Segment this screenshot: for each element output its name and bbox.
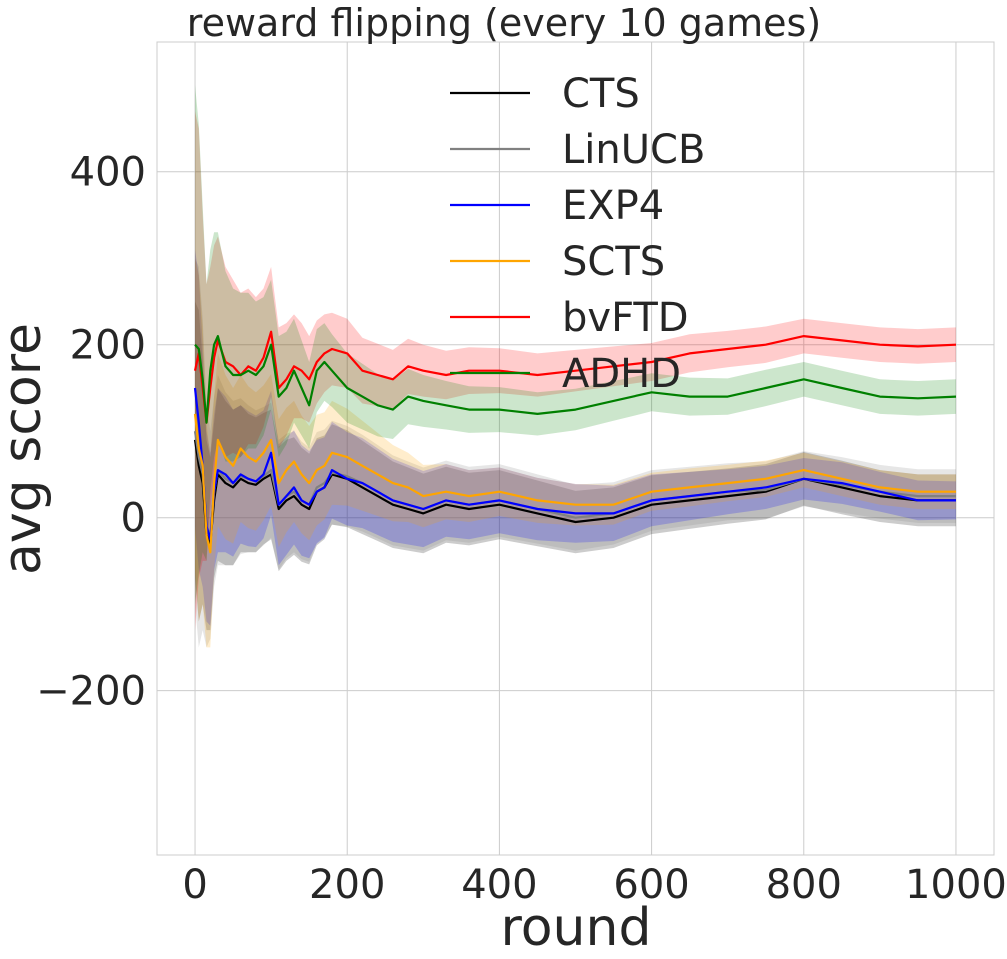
y-tick-label: 400 bbox=[70, 150, 146, 196]
x-tick-label: 600 bbox=[613, 862, 689, 908]
scts-band bbox=[195, 258, 956, 648]
exp4-line bbox=[193, 387, 956, 541]
legend-label-scts: SCTS bbox=[562, 239, 665, 285]
chart-title: reward flipping (every 10 games) bbox=[187, 1, 821, 45]
grid bbox=[157, 42, 994, 855]
legend-item-cts: CTS bbox=[450, 71, 640, 117]
y-tick-label: 200 bbox=[70, 323, 146, 369]
cts-band bbox=[195, 301, 956, 631]
x-tick-label: 200 bbox=[309, 862, 385, 908]
scts-line bbox=[193, 413, 956, 554]
x-tick-label: 0 bbox=[182, 862, 207, 908]
x-axis-title: round bbox=[501, 898, 652, 958]
legend-label-adhd: ADHD bbox=[562, 351, 681, 397]
y-tick-label: −200 bbox=[36, 669, 146, 715]
x-tick-label: 800 bbox=[766, 862, 842, 908]
legend-item-bvftd: bvFTD bbox=[450, 295, 689, 341]
y-tick-label: 0 bbox=[121, 496, 146, 542]
plot-frame bbox=[156, 41, 995, 856]
linucb-band bbox=[195, 258, 956, 648]
adhd-line bbox=[194, 335, 957, 424]
legend-item-scts: SCTS bbox=[450, 239, 665, 285]
x-tick-labels: 0 200 400 600 800 1000 bbox=[182, 862, 1007, 908]
legend-label-linucb: LinUCB bbox=[562, 127, 705, 173]
legend-item-adhd: ADHD bbox=[450, 351, 681, 397]
x-tick-label: 1000 bbox=[905, 862, 1007, 908]
y-tick-labels: −200 0 200 400 bbox=[36, 150, 146, 715]
legend-item-linucb: LinUCB bbox=[450, 127, 705, 173]
legend-label-exp4: EXP4 bbox=[562, 183, 664, 229]
legend-label-cts: CTS bbox=[562, 71, 640, 117]
legend-item-exp4: EXP4 bbox=[450, 183, 664, 229]
legend-label-bvftd: bvFTD bbox=[562, 295, 689, 341]
exp4-band bbox=[195, 249, 956, 626]
series-lines bbox=[193, 330, 957, 554]
x-tick-label: 400 bbox=[461, 862, 537, 908]
y-axis-title: avg score bbox=[0, 323, 53, 575]
legend: CTS LinUCB EXP4 SCTS bvFTD ADHD bbox=[450, 71, 705, 397]
